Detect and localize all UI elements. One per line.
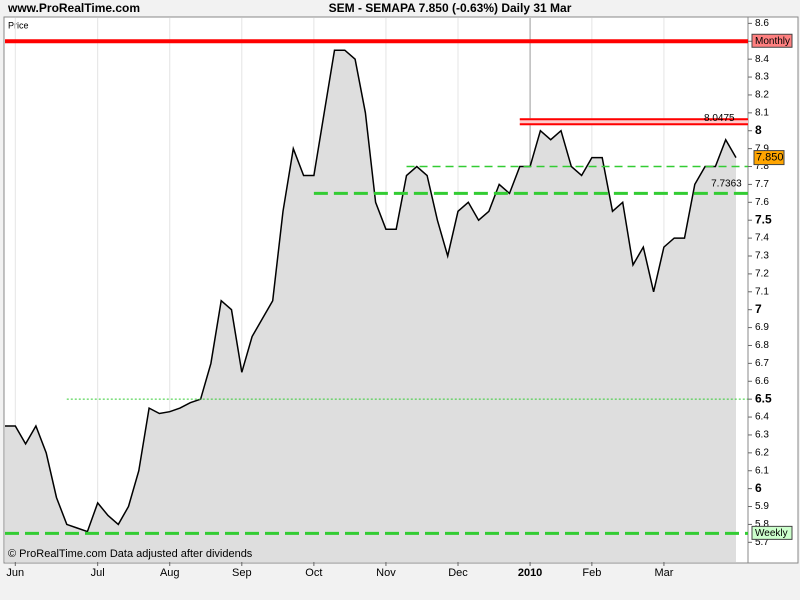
- x-tick-label: Feb: [582, 567, 601, 579]
- x-tick-label: Mar: [654, 567, 673, 579]
- last-price-tag: [753, 150, 785, 166]
- y-tick-label: 6.8: [755, 340, 769, 351]
- y-axis-area: [747, 16, 799, 564]
- panel-label: Price: [8, 20, 29, 30]
- y-tick-label: 6: [755, 481, 762, 495]
- level-tag-label: Weekly: [755, 528, 788, 539]
- y-tick-label: 7.8: [755, 161, 769, 172]
- y-tick-label: 6.7: [755, 358, 769, 369]
- x-tick-label: Jul: [91, 567, 105, 579]
- level-tag-label: Monthly: [755, 36, 790, 47]
- footer: © ProRealTime.com Data adjusted after di…: [8, 548, 253, 560]
- x-tick-label: Nov: [376, 567, 396, 579]
- y-tick-label: 5.8: [755, 519, 769, 530]
- y-tick-label: 7.7: [755, 179, 769, 190]
- x-tick-label: Dec: [448, 567, 468, 579]
- x-tick-label: Aug: [160, 567, 180, 579]
- y-tick-label: 8.1: [755, 107, 769, 118]
- x-tick-label: Jun: [6, 567, 24, 579]
- site: www.ProRealTime.com: [7, 1, 140, 15]
- y-tick-label: 8.6: [755, 18, 769, 29]
- chart-title: SEM - SEMAPA 7.850 (-0.63%) Daily 31 Mar: [329, 1, 572, 15]
- level-tag: [751, 33, 793, 48]
- area: [5, 50, 736, 562]
- y-tick-label: 7.1: [755, 286, 769, 297]
- y-tick-label: 7.4: [755, 233, 769, 244]
- level-band: [519, 118, 748, 126]
- y-tick-label: 6.2: [755, 447, 769, 458]
- y-tick-label: 6.4: [755, 412, 769, 423]
- price-line: [5, 49, 737, 533]
- y-tick-label: 7.5: [755, 212, 772, 226]
- y-tick-label: 7.6: [755, 197, 769, 208]
- y-tick-label: 8: [755, 123, 762, 137]
- y-tick-label: 6.3: [755, 430, 769, 441]
- level-label: 8.0475: [704, 113, 735, 124]
- y-tick-label: 6.5: [755, 391, 772, 405]
- y-tick-label: 8.3: [755, 72, 769, 83]
- y-tick-label: 6.9: [755, 322, 769, 333]
- y-tick-label: 5.7: [755, 537, 769, 548]
- y-tick-label: 8.4: [755, 54, 769, 65]
- y-tick-label: 8.2: [755, 90, 769, 101]
- x-tick-label: 2010: [518, 567, 542, 579]
- y-tick-label: 6.6: [755, 376, 769, 387]
- y-tick-label: 7.2: [755, 269, 769, 280]
- last-price-label: 7.850: [756, 151, 784, 163]
- y-tick-label: 6.1: [755, 465, 769, 476]
- level-tag: [751, 525, 793, 540]
- y-tick-label: 7.3: [755, 251, 769, 262]
- y-tick-label: 5.9: [755, 501, 769, 512]
- level-label: 7.7363: [711, 179, 742, 190]
- x-tick-label: Oct: [305, 567, 322, 579]
- x-tick-label: Sep: [232, 567, 252, 579]
- y-tick-label: 7.9: [755, 143, 769, 154]
- y-tick-label: 7: [755, 302, 762, 316]
